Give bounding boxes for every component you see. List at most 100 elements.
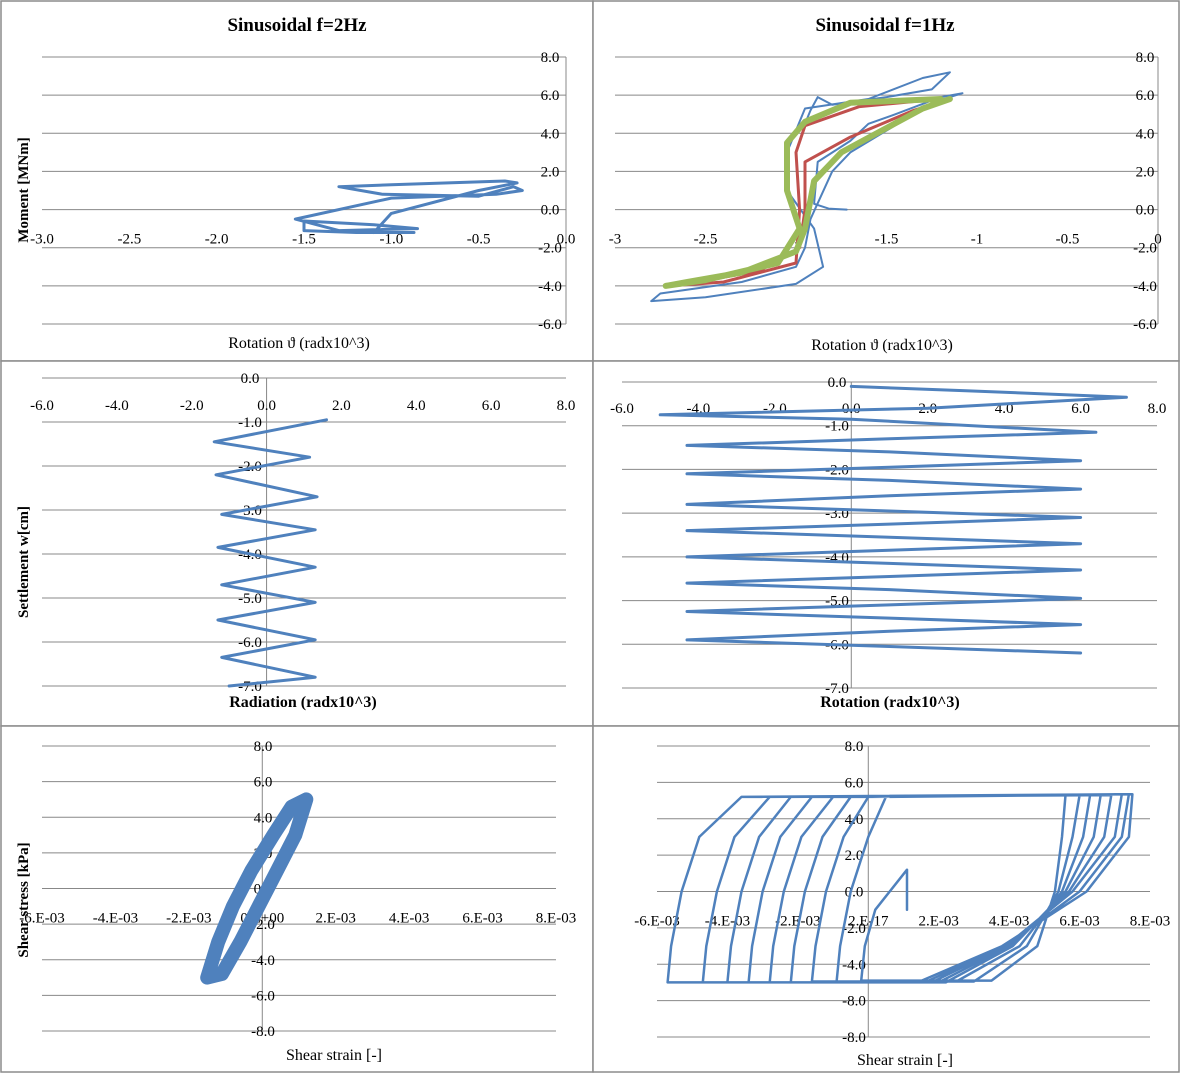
panel-frame-mid-left <box>0 360 594 727</box>
x-tick-label: 8.E-03 <box>1130 914 1170 930</box>
y-tick-label: -2.0 <box>1133 241 1157 257</box>
series-line <box>293 179 524 234</box>
y-tick-label: -7.0 <box>825 681 849 697</box>
x-tick-label: -2.E-03 <box>166 911 211 927</box>
y-tick-label: 8.0 <box>845 739 864 755</box>
x-tick-label: -4.E-03 <box>93 911 138 927</box>
x-tick-label: 0 <box>1154 232 1162 248</box>
x-tick-label: 8.E-03 <box>536 911 576 927</box>
y-tick-label: 2.0 <box>541 164 560 180</box>
x-tick-label: 2.E-03 <box>919 914 959 930</box>
x-tick-label: 0.0 <box>257 398 276 414</box>
x-tick-label: 2.0 <box>332 398 351 414</box>
y-tick-label: -4.0 <box>842 957 866 973</box>
y-tick-label: -6.0 <box>238 635 262 651</box>
x-axis-label: Shear strain [-] <box>286 1047 382 1064</box>
x-tick-label: 2.E-03 <box>316 911 356 927</box>
x-tick-label: 4.E-03 <box>389 911 429 927</box>
chart-rotation-settlement: -6.0 -4.0 -2.0 0.0 2.0 4.0 6.0 8.0-7.0-6.0-5.0-… <box>610 375 1166 697</box>
chart-title: Sinusoidal f=2Hz <box>227 15 367 36</box>
y-tick-label: 4.0 <box>541 126 560 142</box>
y-tick-label: -1.0 <box>238 415 262 431</box>
series-line <box>212 418 328 688</box>
y-tick-label: 0.0 <box>845 885 864 901</box>
y-tick-label: -2.0 <box>842 921 866 937</box>
chart-rotation-moment-1hz: -3 -2.5 -2 -1.5 -1 -0.5 0-6.0-4.0-2.00.02.04.0… <box>609 50 1162 333</box>
x-axis-label: Shear strain [-] <box>857 1052 953 1069</box>
x-tick-label: -3 <box>609 232 622 248</box>
y-tick-label: 2.0 <box>1136 164 1155 180</box>
y-tick-label: -2.0 <box>825 462 849 478</box>
y-tick-label: 8.0 <box>541 50 560 66</box>
y-tick-label: -8.0 <box>251 1024 275 1040</box>
chart-rotation-moment-2hz: -3.0 -2.5 -2.0 -1.5 -1.0 -0.5 0.0-6.0-4.0-2.00… <box>30 50 575 333</box>
series-line <box>662 96 953 289</box>
y-tick-label: 0.0 <box>541 203 560 219</box>
y-tick-label: 0.0 <box>1136 203 1155 219</box>
series-line <box>666 792 1134 984</box>
x-axis-label: Radiation (radx10^3) <box>229 694 377 711</box>
x-tick-label: -2.5 <box>117 232 141 248</box>
x-tick-label: -6.0 <box>610 401 634 417</box>
y-axis-label: Settlement w[cm] <box>16 506 32 618</box>
series-line <box>658 384 1128 655</box>
chart-radiation-settlement: -6.0 -4.0 -2.0 0.0 2.0 4.0 6.0 8.0 -7.0 -6.0 -5.0 -… <box>30 371 575 695</box>
x-tick-label: -6.E-03 <box>19 911 64 927</box>
y-tick-label: 8.0 <box>1136 50 1155 66</box>
y-tick-label: -4.0 <box>538 279 562 295</box>
y-tick-label: -5.0 <box>238 591 262 607</box>
x-tick-label: 8.0 <box>1148 401 1167 417</box>
x-tick-label: 2.E-17 <box>848 914 889 930</box>
y-tick-label: 0.0 <box>828 375 847 391</box>
x-axis-label: Rotation ϑ (radx10^3) <box>228 335 370 352</box>
panel-frame-top-right <box>592 0 1180 362</box>
x-axis-label: Rotation ϑ (radx10^3) <box>811 337 953 354</box>
x-tick-label: -1 <box>971 232 984 248</box>
x-tick-label: -4.0 <box>105 398 129 414</box>
x-tick-label: 0.0 <box>557 232 576 248</box>
x-tick-label: -4.E-03 <box>705 914 750 930</box>
x-tick-label: -1.0 <box>379 232 403 248</box>
y-tick-label: 6.0 <box>254 775 273 791</box>
series-line <box>650 71 964 303</box>
x-axis-label: Rotation (radx10^3) <box>820 694 960 711</box>
series-line <box>200 792 314 985</box>
y-tick-label: -6.0 <box>251 988 275 1004</box>
chart-shear-strain-stress-right: -6.E-03 -4.E-03 -2.E-03 2.E-17 2.E-03 4.E-03 6… <box>634 739 1170 1046</box>
x-tick-label: 4.0 <box>407 398 426 414</box>
panel-frame-bottom-left <box>0 725 594 1073</box>
y-tick-label: -6.0 <box>1133 317 1157 333</box>
y-tick-label: 8.0 <box>254 739 273 755</box>
x-tick-label: -1.5 <box>292 232 316 248</box>
y-tick-label: 4.0 <box>1136 126 1155 142</box>
x-tick-label: -2.0 <box>205 232 229 248</box>
y-tick-label: 6.0 <box>845 775 864 791</box>
y-tick-label: -1.0 <box>825 419 849 435</box>
x-tick-label: 8.0 <box>557 398 576 414</box>
y-tick-label: -2.0 <box>538 241 562 257</box>
y-tick-label: -8.0 <box>842 994 866 1010</box>
y-axis-label: Shear stress [kPa] <box>16 842 32 957</box>
y-tick-label: 6.0 <box>541 88 560 104</box>
x-tick-label: -1.5 <box>875 232 899 248</box>
x-tick-label: -6.0 <box>30 398 54 414</box>
x-tick-label: -6.E-03 <box>634 914 679 930</box>
chart-shear-strain-stress-left: -6.E-03 -4.E-03 -2.E-03 0.E+00 2.E-03 4.E-03 6… <box>19 739 576 1040</box>
x-tick-label: 6.E-03 <box>1059 914 1099 930</box>
y-tick-label: -8.0 <box>842 1030 866 1046</box>
y-tick-label: 2.0 <box>845 848 864 864</box>
panel-frame-bottom-right <box>592 725 1180 1073</box>
x-tick-label: -2.0 <box>763 401 787 417</box>
y-tick-label: -4.0 <box>251 953 275 969</box>
y-tick-label: -7.0 <box>238 679 262 695</box>
x-tick-label: -0.5 <box>467 232 491 248</box>
y-tick-label: -6.0 <box>538 317 562 333</box>
x-tick-label: 6.E-03 <box>462 911 502 927</box>
x-tick-label: -2.5 <box>694 232 718 248</box>
x-tick-label: -3.0 <box>30 232 54 248</box>
y-axis-label-moment: Moment [MNm] <box>16 137 32 242</box>
x-tick-label: -2.0 <box>180 398 204 414</box>
chart-title: Sinusoidal f=1Hz <box>815 15 955 36</box>
x-tick-label: 4.E-03 <box>989 914 1029 930</box>
